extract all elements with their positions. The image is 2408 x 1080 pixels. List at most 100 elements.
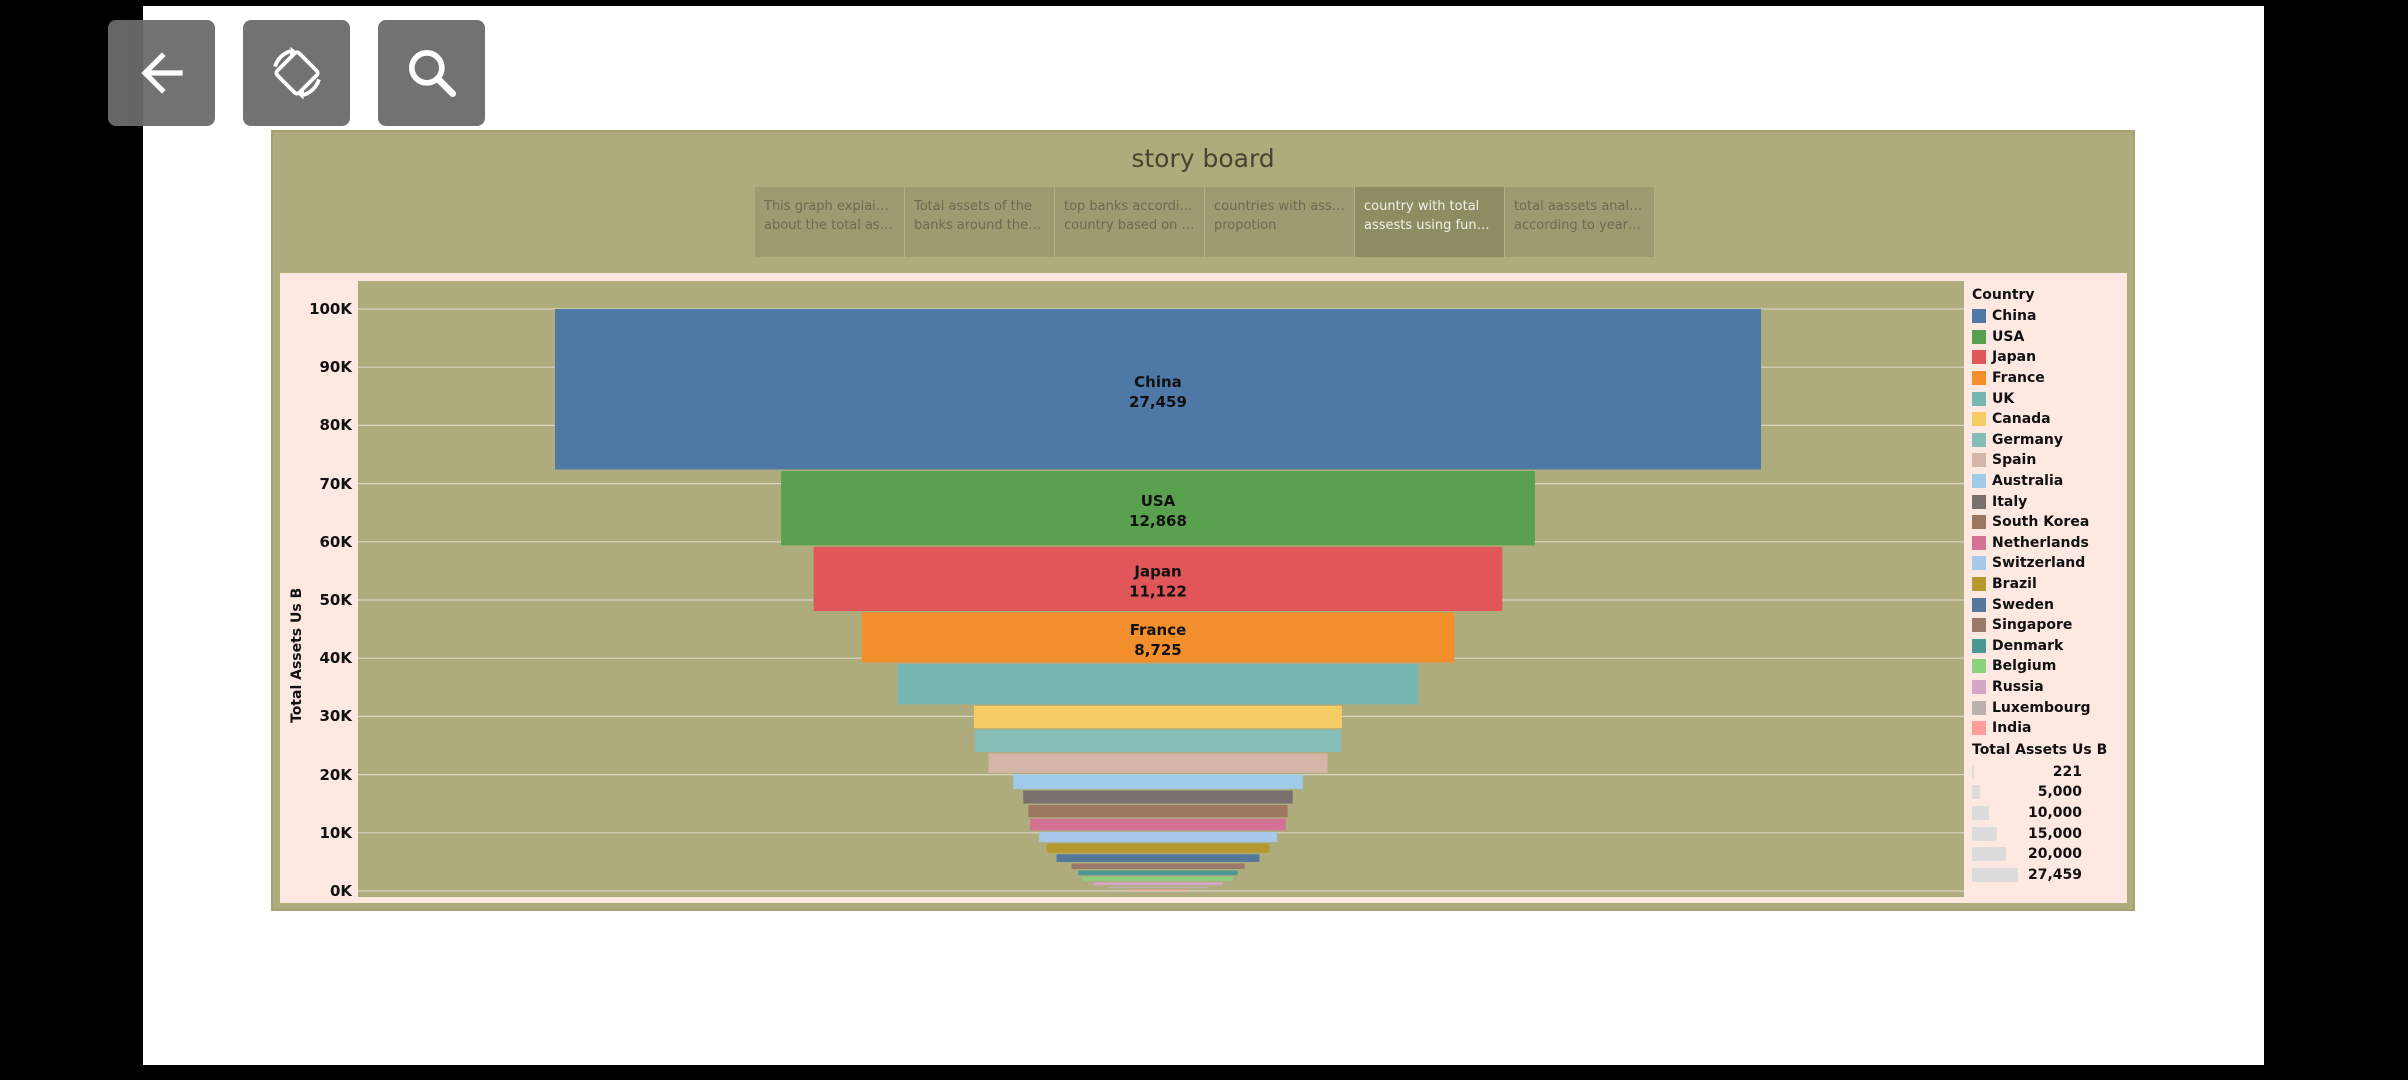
chart-panel: Total Assets Us B 100K 90K 80K 70K 60K 50K 40K… (280, 273, 2127, 903)
funnel-segment-belgium[interactable] (1083, 876, 1233, 881)
legend-label: Australia (1992, 473, 2064, 490)
y-tick-label: 10K (319, 823, 353, 842)
funnel-segment-germany[interactable] (974, 729, 1342, 752)
legend-swatch (1972, 679, 1986, 694)
funnel-segment-spain[interactable] (988, 753, 1328, 773)
story-tab-caption-line2: country based on tota... (1064, 218, 1195, 233)
legend-item[interactable]: France (1972, 368, 2122, 389)
legend-swatch (1972, 329, 1986, 344)
arrow-left-icon (140, 52, 183, 94)
legend-item[interactable]: UK (1972, 388, 2122, 409)
legend-item[interactable]: India (1972, 718, 2122, 739)
search-button[interactable] (378, 20, 485, 126)
funnel-segment-australia[interactable] (1013, 774, 1303, 790)
legend: Country China USA Japan France UK Canada Germa… (1972, 287, 2122, 885)
story-tab-caption-line2: about the total asse... (764, 218, 895, 233)
legend-item[interactable]: Canada (1972, 409, 2122, 430)
funnel-segment-sweden[interactable] (1056, 854, 1260, 862)
legend-label: Spain (1992, 452, 2037, 469)
size-legend-label: 15,000 (2027, 825, 2082, 842)
legend-item[interactable]: Brazil (1972, 574, 2122, 595)
rotate-button[interactable] (243, 20, 350, 126)
legend-swatch (1972, 371, 1986, 386)
size-legend-label: 5,000 (2037, 784, 2082, 801)
story-tab-3[interactable]: top banks according to country based on t… (1055, 187, 1205, 257)
funnel-segment-italy[interactable] (1023, 790, 1293, 804)
funnel-segment-netherlands[interactable] (1030, 818, 1286, 831)
legend-item[interactable]: Luxembourg (1972, 697, 2122, 718)
story-tab-5[interactable]: country with total assests using funnel c… (1355, 187, 1505, 257)
legend-item[interactable]: Denmark (1972, 636, 2122, 657)
funnel-segment-switzerland[interactable] (1039, 831, 1277, 843)
story-tabs: This graph explains me about the total as… (755, 187, 1655, 257)
funnel-segment-usa[interactable] (781, 470, 1535, 546)
funnel-segment-label-name: China (1134, 373, 1182, 391)
story-tab-6[interactable]: total aassets analysis according to year … (1505, 187, 1655, 257)
legend-item[interactable]: Italy (1972, 491, 2122, 512)
legend-swatch (1972, 350, 1986, 365)
legend-item[interactable]: South Korea (1972, 512, 2122, 533)
funnel-segment-denmark[interactable] (1078, 870, 1238, 876)
legend-item[interactable]: Singapore (1972, 615, 2122, 636)
funnel-segment-south-korea[interactable] (1028, 805, 1288, 818)
magnifier-icon (408, 50, 456, 98)
story-tab-1[interactable]: This graph explains me about the total as… (755, 187, 905, 257)
funnel-segment-russia[interactable] (1093, 882, 1223, 886)
legend-item[interactable]: Belgium (1972, 656, 2122, 677)
legend-item[interactable]: Russia (1972, 677, 2122, 698)
legend-item[interactable]: USA (1972, 327, 2122, 348)
funnel-segment-france[interactable] (861, 612, 1455, 663)
story-tab-caption-line1: countries with assests (1214, 199, 1345, 214)
legend-label: UK (1992, 390, 2015, 407)
size-legend-item: 27,459 (1972, 864, 2122, 885)
legend-swatch (1972, 474, 1986, 489)
story-tab-2[interactable]: Total assets of the banks around the wor.… (905, 187, 1055, 257)
size-legend-mark (1972, 867, 2018, 882)
funnel-segment-canada[interactable] (973, 705, 1343, 729)
story-tab-4[interactable]: countries with assests propotion (1205, 187, 1355, 257)
legend-item[interactable]: Japan (1972, 347, 2122, 368)
funnel-segment-label-name: Japan (1133, 563, 1181, 581)
legend-item[interactable]: Netherlands (1972, 533, 2122, 554)
legend-swatch (1972, 412, 1986, 427)
legend-item[interactable]: Switzerland (1972, 553, 2122, 574)
legend-swatch (1972, 453, 1986, 468)
size-legend-item: 221 (1972, 761, 2122, 782)
story-tab-caption-line2: banks around the wor... (914, 218, 1045, 233)
y-tick-label: 30K (319, 707, 353, 726)
legend-label: Belgium (1992, 658, 2057, 675)
legend-swatch (1972, 638, 1986, 653)
legend-item[interactable]: Spain (1972, 450, 2122, 471)
legend-item[interactable]: Germany (1972, 430, 2122, 451)
legend-label: Italy (1992, 493, 2028, 510)
size-legend-item: 15,000 (1972, 823, 2122, 844)
size-legend-mark (1972, 764, 1974, 779)
legend-label: USA (1992, 328, 2025, 345)
y-tick-label: 80K (319, 416, 353, 435)
funnel-plot-area: France 8,725 Japan 11,122 USA 12,868 China 27,4… (358, 281, 1964, 897)
legend-item[interactable]: Sweden (1972, 594, 2122, 615)
legend-swatch (1972, 556, 1986, 571)
size-legend-mark (1972, 826, 1998, 841)
funnel-segment-uk[interactable] (897, 663, 1419, 705)
story-tab-caption-line2: according to year & q... (1514, 218, 1645, 233)
legend-swatch (1972, 535, 1986, 550)
legend-swatch (1972, 721, 1986, 736)
funnel-segment-china[interactable] (555, 309, 1761, 470)
funnel-segment-india[interactable] (1127, 889, 1189, 891)
legend-title: Country (1972, 287, 2035, 303)
back-button[interactable] (108, 20, 215, 126)
legend-label: Japan (1992, 349, 2037, 366)
funnel-segment-japan[interactable] (813, 546, 1503, 611)
funnel-segment-brazil[interactable] (1046, 843, 1270, 853)
legend-label: South Korea (1992, 514, 2090, 531)
legend-item[interactable]: Australia (1972, 471, 2122, 492)
funnel-segment-singapore[interactable] (1071, 863, 1245, 870)
funnel-segment-label-name: USA (1141, 492, 1176, 510)
y-tick-label: 90K (319, 358, 353, 377)
legend-items: China USA Japan France UK Canada Germany Spain A… (1972, 306, 2122, 738)
story-tab-caption-line2: propotion (1214, 218, 1277, 233)
legend-item[interactable]: China (1972, 306, 2122, 327)
story-tab-caption-line1: top banks according to (1064, 199, 1195, 214)
funnel-segment-luxembourg[interactable] (1107, 886, 1209, 889)
